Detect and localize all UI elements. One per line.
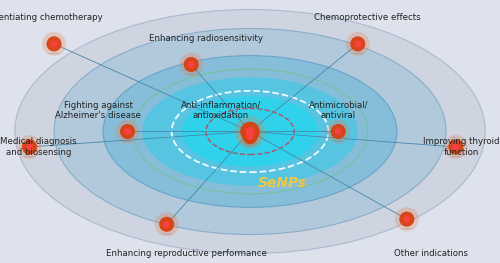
Text: Other indications: Other indications bbox=[394, 249, 468, 258]
Ellipse shape bbox=[354, 41, 361, 47]
Ellipse shape bbox=[24, 156, 36, 157]
Ellipse shape bbox=[182, 96, 318, 167]
Ellipse shape bbox=[22, 139, 37, 154]
Ellipse shape bbox=[346, 32, 370, 56]
Ellipse shape bbox=[154, 212, 178, 236]
Ellipse shape bbox=[50, 41, 58, 47]
Ellipse shape bbox=[124, 128, 131, 135]
Ellipse shape bbox=[242, 129, 258, 144]
Ellipse shape bbox=[330, 124, 345, 139]
Ellipse shape bbox=[188, 61, 194, 68]
Ellipse shape bbox=[15, 9, 485, 254]
Text: Potentiating chemotherapy: Potentiating chemotherapy bbox=[0, 13, 103, 22]
Text: Anti-inflammation/
antioxidation: Anti-inflammation/ antioxidation bbox=[180, 100, 260, 120]
Ellipse shape bbox=[404, 216, 410, 222]
Text: Medical diagnosis
and biosensing: Medical diagnosis and biosensing bbox=[0, 137, 76, 157]
Ellipse shape bbox=[238, 125, 262, 149]
Ellipse shape bbox=[164, 221, 170, 228]
Ellipse shape bbox=[120, 124, 135, 139]
Ellipse shape bbox=[244, 146, 256, 147]
Ellipse shape bbox=[48, 53, 60, 54]
Text: Improving thyroid
function: Improving thyroid function bbox=[424, 137, 500, 157]
Ellipse shape bbox=[122, 140, 134, 142]
Ellipse shape bbox=[179, 53, 203, 77]
Ellipse shape bbox=[184, 57, 198, 72]
Ellipse shape bbox=[116, 119, 140, 144]
Ellipse shape bbox=[332, 140, 344, 142]
Text: Fighting against
Alzheimer's disease: Fighting against Alzheimer's disease bbox=[55, 100, 141, 120]
Ellipse shape bbox=[242, 143, 258, 145]
Ellipse shape bbox=[450, 156, 462, 157]
Ellipse shape bbox=[246, 127, 254, 136]
Ellipse shape bbox=[103, 55, 397, 208]
Text: Enhancing radiosensitivity: Enhancing radiosensitivity bbox=[149, 34, 263, 43]
Ellipse shape bbox=[448, 139, 464, 154]
Ellipse shape bbox=[400, 228, 413, 229]
Ellipse shape bbox=[335, 128, 342, 135]
Ellipse shape bbox=[350, 36, 366, 51]
Text: Enhancing reproductive performance: Enhancing reproductive performance bbox=[106, 249, 266, 258]
Text: SeNPs: SeNPs bbox=[258, 176, 306, 190]
Ellipse shape bbox=[159, 217, 174, 232]
Ellipse shape bbox=[142, 77, 358, 186]
Ellipse shape bbox=[54, 28, 446, 235]
Ellipse shape bbox=[240, 122, 260, 141]
Ellipse shape bbox=[26, 144, 33, 150]
Ellipse shape bbox=[452, 144, 459, 150]
Ellipse shape bbox=[18, 135, 42, 159]
Text: Antimicrobial/
antiviral: Antimicrobial/ antiviral bbox=[308, 100, 368, 120]
Ellipse shape bbox=[352, 53, 364, 54]
Ellipse shape bbox=[326, 119, 350, 144]
Ellipse shape bbox=[400, 212, 414, 227]
Ellipse shape bbox=[444, 135, 468, 159]
Ellipse shape bbox=[46, 36, 62, 51]
Ellipse shape bbox=[395, 207, 419, 231]
Ellipse shape bbox=[42, 32, 66, 56]
Text: Chemoprotective effects: Chemoprotective effects bbox=[314, 13, 421, 22]
Ellipse shape bbox=[160, 233, 173, 235]
Ellipse shape bbox=[234, 116, 266, 147]
Ellipse shape bbox=[246, 133, 254, 140]
Ellipse shape bbox=[185, 73, 198, 75]
